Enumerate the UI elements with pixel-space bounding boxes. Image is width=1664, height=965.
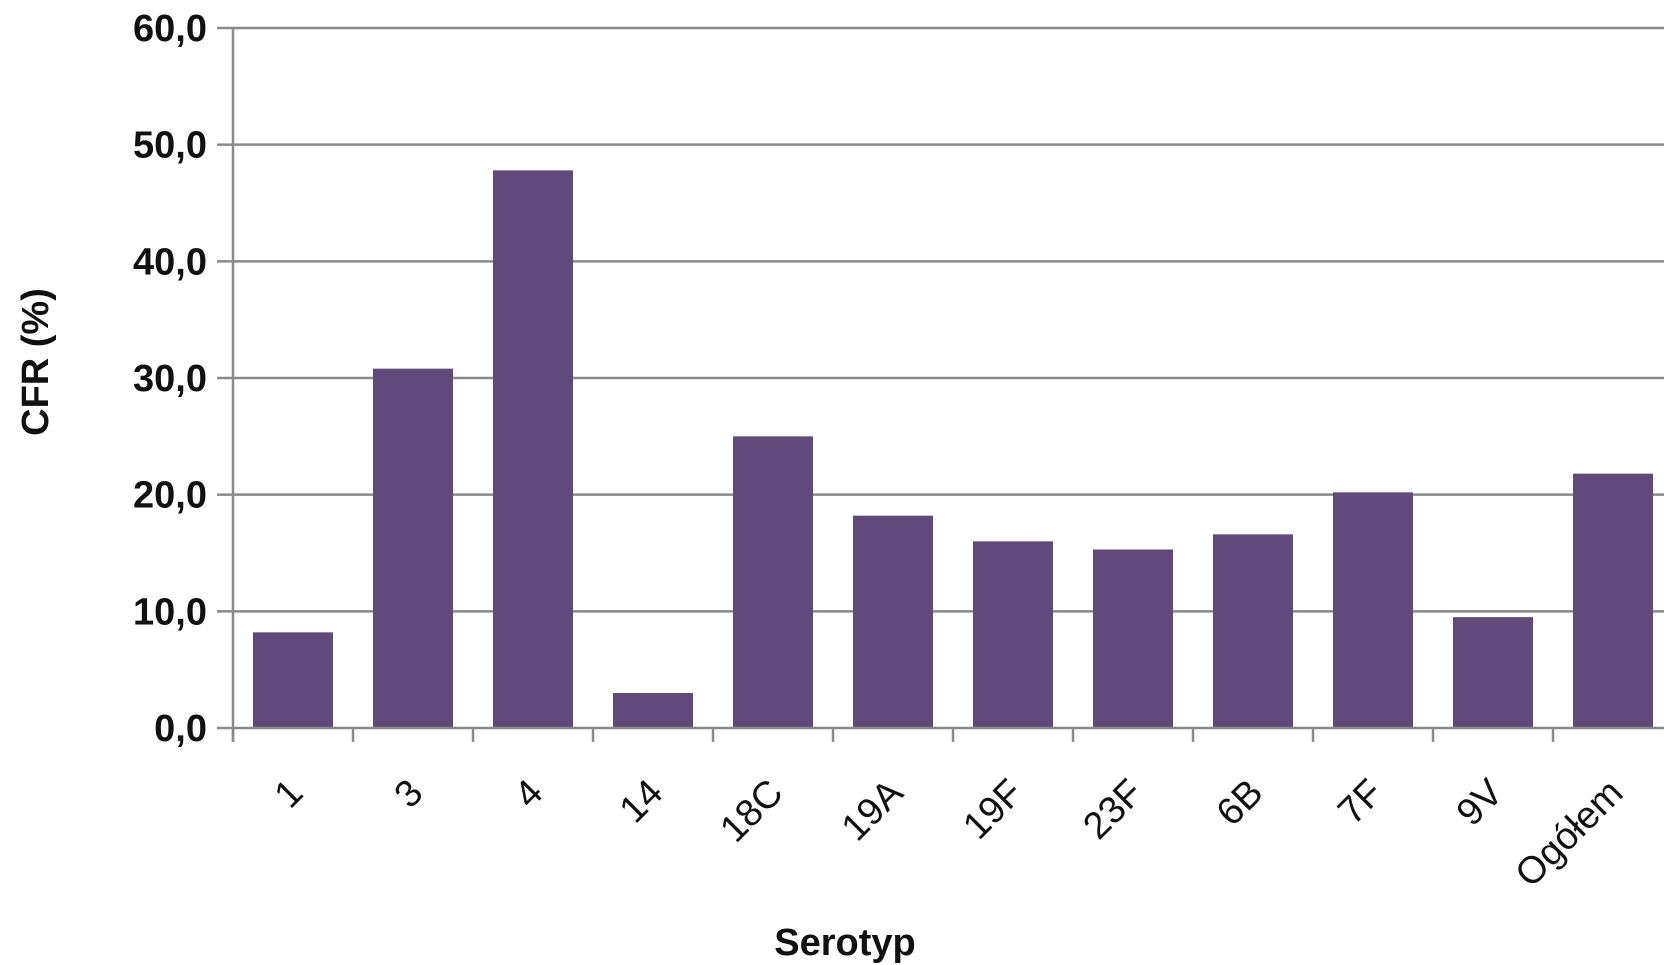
- x-tick-label: 14: [612, 772, 672, 832]
- bar: [253, 632, 333, 728]
- bar: [613, 693, 693, 728]
- bar: [1573, 473, 1653, 728]
- bar: [493, 170, 573, 729]
- y-tick-label: 10,0: [133, 591, 207, 633]
- y-tick-label: 30,0: [133, 358, 207, 400]
- x-tick-label: 18C: [712, 772, 791, 851]
- x-tick-label: 6B: [1209, 772, 1272, 835]
- x-tick-label: 19A: [834, 771, 912, 849]
- y-tick-label: 50,0: [133, 125, 207, 167]
- x-tick-label: 19F: [955, 772, 1031, 848]
- bar: [1333, 492, 1413, 728]
- bar: [373, 368, 453, 728]
- y-tick-labels: 0,0 10,0 20,0 30,0 40,0 50,0 60,0: [133, 8, 207, 750]
- bar: [1453, 617, 1533, 728]
- y-tick-label: 20,0: [133, 475, 207, 517]
- y-tick-label: 40,0: [133, 241, 207, 283]
- x-tick-label: 3: [387, 772, 432, 817]
- bar: [1213, 534, 1293, 728]
- bar: [1093, 549, 1173, 728]
- bar: [853, 515, 933, 728]
- x-tick-label: 23F: [1075, 772, 1151, 848]
- bar: [733, 436, 813, 728]
- axes: [217, 26, 1664, 742]
- x-tick-label: 9V: [1449, 771, 1512, 834]
- y-tick-label: 60,0: [133, 8, 207, 50]
- x-tick-label: 4: [507, 772, 552, 817]
- x-tick-label: 7F: [1330, 772, 1391, 833]
- bar: [973, 541, 1053, 728]
- x-tick-label: 1: [267, 772, 312, 817]
- y-tick-label: 0,0: [154, 708, 207, 750]
- bars: [253, 170, 1653, 729]
- y-axis-title: CFR (%): [15, 288, 57, 436]
- x-tick-label: Ogółem: [1508, 772, 1632, 896]
- gridlines: [233, 26, 1664, 613]
- x-axis-title: Serotyp: [774, 922, 915, 964]
